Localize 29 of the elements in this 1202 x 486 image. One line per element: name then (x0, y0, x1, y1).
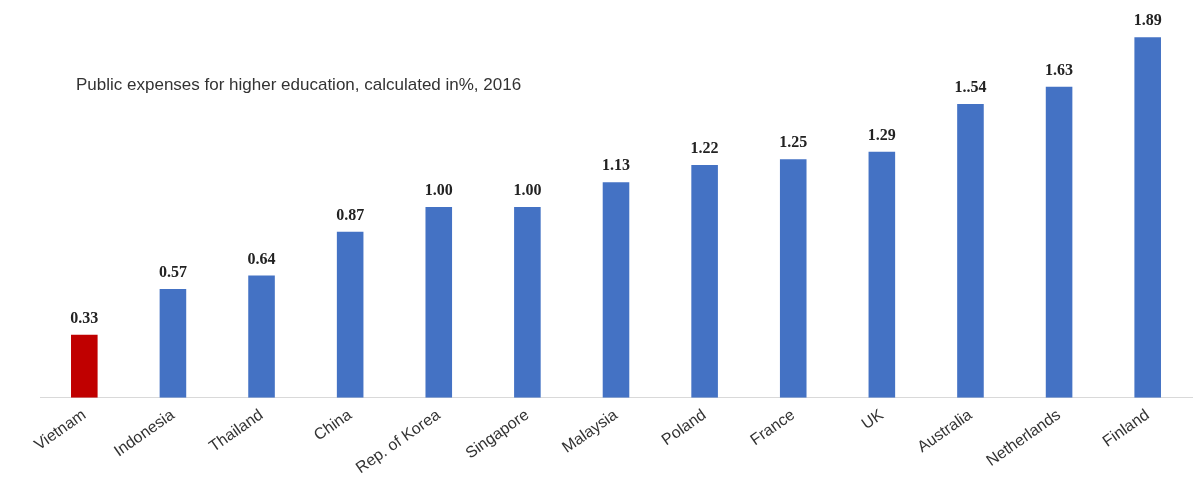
text: Public expenses for higher education, calculated in%, 2016 (76, 74, 522, 94)
bar (336, 231, 364, 398)
x-tick-label: UK (858, 405, 887, 433)
data-label: 1..54 (954, 78, 987, 96)
bar (868, 151, 896, 398)
data-label: 0.87 (336, 205, 365, 223)
bar (691, 164, 718, 398)
bar (1134, 37, 1161, 398)
data-label: 1.00 (513, 181, 542, 199)
x-tick-label: China (310, 405, 355, 444)
data-label: 1.25 (779, 133, 808, 151)
data-label: 1.22 (690, 139, 719, 157)
bar (425, 206, 453, 398)
bar (159, 288, 187, 398)
bar (957, 103, 984, 398)
bar (779, 159, 807, 398)
bar (602, 182, 630, 398)
data-label: 1.29 (867, 125, 896, 143)
data-label: 1.00 (424, 181, 453, 199)
bar (1045, 86, 1073, 398)
data-label: 0.64 (247, 249, 276, 267)
bar (514, 206, 541, 398)
bar (71, 334, 98, 398)
bar (248, 275, 275, 398)
data-label: 0.33 (70, 308, 99, 326)
data-label: 1.63 (1045, 60, 1074, 78)
data-label: 1.13 (602, 156, 630, 174)
data-label: 0.57 (158, 263, 187, 281)
data-label: 1.89 (1133, 11, 1162, 29)
